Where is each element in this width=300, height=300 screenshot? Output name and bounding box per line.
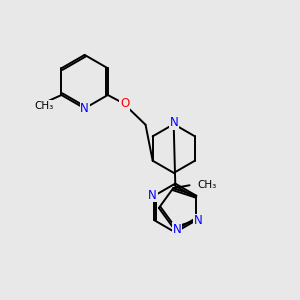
Text: CH₃: CH₃ [34,101,53,111]
Text: N: N [80,103,89,116]
Text: N: N [194,214,202,227]
Text: N: N [169,116,178,129]
Text: CH₃: CH₃ [198,180,217,190]
Text: O: O [120,98,129,110]
Text: N: N [148,189,157,202]
Text: N: N [172,223,181,236]
